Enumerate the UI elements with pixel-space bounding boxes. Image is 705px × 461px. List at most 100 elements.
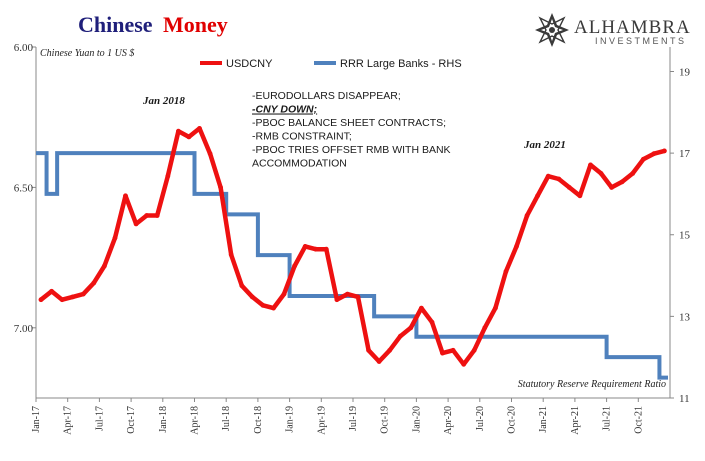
usdcny-point	[271, 305, 276, 311]
usdcny-point	[207, 151, 213, 157]
usdcny-point	[514, 244, 519, 249]
usdcny-point	[471, 347, 477, 353]
usdcny-point	[123, 193, 128, 199]
usdcny-point	[218, 185, 224, 190]
annotation-line: -PBOC BALANCE SHEET CONTRACTS;	[252, 117, 446, 129]
usdcny-point	[408, 325, 414, 331]
usdcny-point	[493, 305, 498, 311]
usdcny-point	[133, 221, 139, 227]
annotation-line: -EURODOLLARS DISAPPEAR;	[252, 90, 401, 102]
usdcny-point	[376, 359, 382, 364]
usdcny-point	[176, 128, 181, 134]
left-tick-label: 7.00	[14, 323, 34, 335]
usdcny-point	[292, 263, 297, 269]
series-usdcny-line	[38, 126, 667, 367]
right-tick-label: 13	[679, 311, 691, 323]
logo-name: ALHAMBRA	[574, 17, 691, 38]
x-tick-label: Oct-18	[253, 406, 264, 434]
usdcny-point	[440, 350, 445, 356]
x-tick-label: Jul-17	[94, 406, 105, 431]
right-tick-label: 15	[679, 230, 691, 242]
left-tick-label: 6.00	[14, 42, 34, 54]
usdcny-point	[598, 171, 604, 176]
right-tick-label: 17	[679, 148, 691, 160]
usdcny-point	[197, 125, 202, 131]
annotation-line: ACCOMMODATION	[252, 158, 347, 170]
usdcny-point	[323, 246, 329, 252]
usdcny-point	[609, 185, 614, 190]
usdcny-point	[186, 134, 192, 140]
usdcny-point	[59, 297, 65, 303]
usdcny-point	[619, 179, 625, 185]
annotation-jan-2021: Jan 2021	[523, 139, 566, 151]
x-tick-label: Jan-17	[31, 406, 42, 433]
usdcny-point	[334, 297, 340, 303]
x-tick-label: Oct-21	[633, 406, 644, 434]
usdcny-point	[249, 294, 255, 300]
series-rrr-line	[36, 151, 668, 380]
usdcny-point	[387, 347, 393, 353]
usdcny-point	[49, 288, 54, 294]
usdcny-point	[503, 269, 509, 274]
alhambra-star-icon	[535, 13, 569, 47]
legend-label-rrr: RRR Large Banks - RHS	[340, 58, 462, 70]
usdcny-point	[70, 294, 76, 300]
usdcny-point	[154, 213, 160, 218]
annotation-list: -EURODOLLARS DISAPPEAR; -CNY DOWN;-PBOC B…	[252, 90, 451, 170]
usdcny-point	[91, 280, 97, 286]
usdcny-point	[419, 305, 424, 311]
logo-sub: INVESTMENTS	[595, 36, 687, 46]
usdcny-point	[345, 291, 350, 297]
usdcny-point	[313, 246, 319, 252]
x-tick-label: Jan-18	[158, 406, 169, 433]
usdcny-point	[450, 347, 456, 353]
right-tick-label: 11	[679, 393, 690, 405]
legend: USDCNY RRR Large Banks - RHS	[200, 58, 462, 70]
usdcny-point	[429, 319, 435, 325]
x-tick-label: Oct-17	[126, 406, 137, 434]
x-tick-label: Apr-17	[63, 406, 74, 435]
usdcny-point	[524, 213, 530, 218]
usdcny-point	[545, 173, 551, 179]
usdcny-point	[566, 185, 572, 190]
chart-title: Chinese Money	[78, 12, 228, 37]
chart-title-part2: Money	[163, 12, 228, 37]
x-tick-label: Jul-18	[221, 406, 232, 431]
usdcny-point	[577, 193, 583, 199]
usdcny-point	[355, 294, 361, 300]
usdcny-point	[556, 176, 562, 182]
usdcny-point	[662, 148, 667, 154]
x-tick-label: Jan-19	[285, 406, 296, 433]
usdcny-point	[102, 263, 107, 269]
x-tick-label: Jan-20	[411, 406, 422, 433]
usdcny-point	[228, 252, 234, 258]
usdcny-point	[112, 235, 118, 241]
x-tick-label: Apr-20	[443, 406, 454, 435]
usdcny-point	[630, 171, 636, 176]
x-tick-label: Apr-18	[190, 406, 201, 435]
usdcny-point	[144, 213, 150, 218]
usdcny-point	[397, 333, 403, 339]
annotation-line: -CNY DOWN;	[252, 104, 317, 116]
annotation-line: -PBOC TRIES OFFSET RMB WITH BANK	[252, 144, 451, 156]
left-tick-label: 6.50	[14, 182, 34, 194]
x-tick-label: Jan-21	[538, 406, 549, 433]
annotation-line: -RMB CONSTRAINT;	[252, 131, 352, 143]
x-tick-label: Oct-19	[380, 406, 391, 434]
usdcny-point	[165, 173, 171, 179]
x-tick-label: Apr-19	[316, 406, 327, 435]
chart-title-part1: Chinese	[78, 12, 153, 37]
right-axis-ticks: 19 17 15 13 11	[670, 66, 691, 405]
usdcny-point	[535, 193, 540, 199]
usdcny-point	[588, 162, 593, 168]
usdcny-point	[239, 283, 245, 289]
usdcny-point	[640, 156, 646, 162]
right-axis-note: Statutory Reserve Requirement Ratio	[518, 379, 666, 390]
annotation-jan-2018: Jan 2018	[142, 95, 185, 107]
usdcny-point	[260, 302, 266, 308]
usdcny-point	[461, 361, 467, 367]
usdcny-point	[281, 291, 287, 297]
usdcny-point	[38, 297, 44, 303]
right-tick-label: 19	[679, 66, 691, 78]
